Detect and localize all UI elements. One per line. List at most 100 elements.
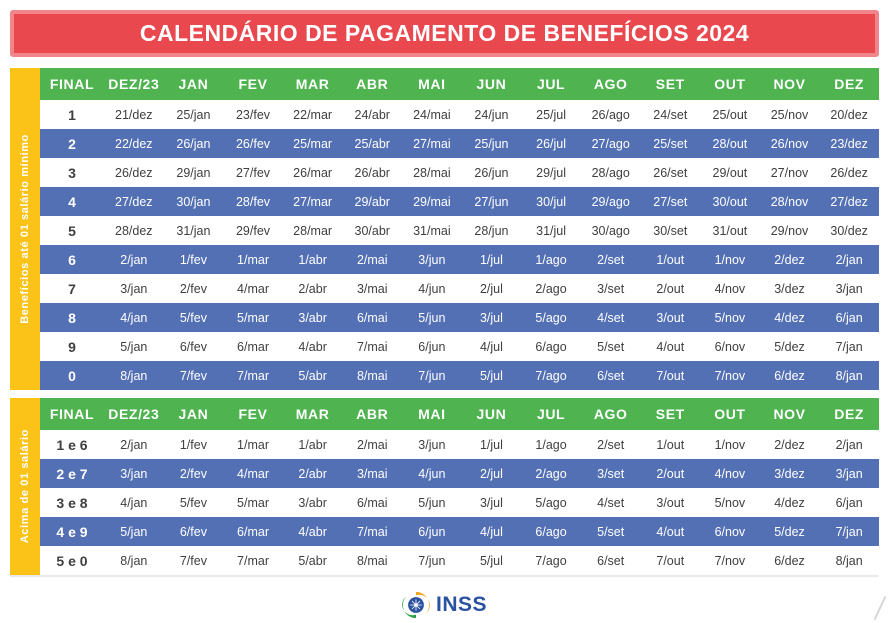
date-cell: 2/abr	[282, 274, 343, 303]
date-cell: 30/ago	[580, 216, 641, 245]
date-cell: 8/mai	[342, 546, 403, 575]
table-row: 8 4/jan 5/fev 5/mar 3/abr 6/mai 5/jun 3/jul 5/ag…	[40, 303, 879, 332]
date-cell: 6/nov	[700, 332, 760, 361]
sidebar-label: Benefícios até 01 salário mínimo	[19, 134, 31, 324]
date-cell: 22/mar	[282, 100, 343, 129]
column-header: ABR	[342, 398, 403, 430]
date-cell: 4/abr	[282, 517, 343, 546]
date-cell: 29/jan	[163, 158, 224, 187]
column-header: NOV	[759, 398, 820, 430]
date-cell: 8/mai	[342, 361, 403, 390]
column-header: JUN	[461, 68, 522, 100]
column-header: MAR	[282, 398, 343, 430]
date-cell: 3/jun	[402, 430, 462, 459]
date-cell: 8/jan	[104, 361, 164, 390]
date-cell: 29/fev	[223, 216, 283, 245]
date-cell: 5/nov	[700, 303, 760, 332]
final-cell: 2	[40, 129, 104, 158]
date-cell: 31/jan	[163, 216, 224, 245]
table-row: 4 27/dez 30/jan 28/fev 27/mar 29/abr 29/mai 27/…	[40, 187, 879, 216]
column-header: JUN	[461, 398, 522, 430]
date-cell: 5/ago	[521, 303, 581, 332]
date-cell: 28/nov	[759, 187, 820, 216]
table-row: 0 8/jan 7/fev 7/mar 5/abr 8/mai 7/jun 5/jul 7/ag…	[40, 361, 879, 390]
date-cell: 25/out	[700, 100, 760, 129]
date-cell: 7/fev	[163, 546, 224, 575]
date-cell: 2/jan	[104, 245, 164, 274]
date-cell: 5/jul	[461, 546, 522, 575]
date-cell: 2/jul	[461, 274, 522, 303]
date-cell: 3/jan	[819, 274, 879, 303]
date-cell: 2/fev	[163, 459, 224, 488]
final-cell: 4	[40, 187, 104, 216]
final-cell: 1 e 6	[40, 430, 104, 459]
final-cell: 8	[40, 303, 104, 332]
header-row: FINAL DEZ/23 JAN FEV MAR ABR MAI JUN JUL AGO SET OU…	[40, 68, 879, 100]
date-cell: 26/jul	[521, 129, 581, 158]
date-cell: 6/fev	[163, 332, 224, 361]
date-cell: 25/abr	[342, 129, 403, 158]
date-cell: 26/mar	[282, 158, 343, 187]
column-header: DEZ/23	[104, 398, 164, 430]
date-cell: 6/ago	[521, 517, 581, 546]
date-cell: 3/mai	[342, 274, 403, 303]
table-row: 9 5/jan 6/fev 6/mar 4/abr 7/mai 6/jun 4/jul 6/ag…	[40, 332, 879, 361]
column-header: OUT	[700, 398, 760, 430]
date-cell: 25/set	[640, 129, 701, 158]
date-cell: 24/set	[640, 100, 701, 129]
date-cell: 5/jun	[402, 303, 462, 332]
date-cell: 4/set	[580, 488, 641, 517]
date-cell: 2/jan	[104, 430, 164, 459]
date-cell: 26/ago	[580, 100, 641, 129]
date-cell: 5/abr	[282, 361, 343, 390]
date-cell: 2/jan	[819, 245, 879, 274]
date-cell: 2/ago	[521, 459, 581, 488]
date-cell: 5/mar	[223, 488, 283, 517]
date-cell: 21/dez	[104, 100, 164, 129]
date-cell: 20/dez	[819, 100, 879, 129]
date-cell: 2/mai	[342, 430, 403, 459]
date-cell: 6/jun	[402, 517, 462, 546]
date-cell: 24/abr	[342, 100, 403, 129]
inss-emblem-icon	[402, 591, 430, 619]
date-cell: 6/dez	[759, 546, 820, 575]
date-cell: 28/fev	[223, 187, 283, 216]
column-header: DEZ/23	[104, 68, 164, 100]
column-header: NOV	[759, 68, 820, 100]
sidebar-above-minimum: Acima de 01 salário	[10, 398, 40, 575]
date-cell: 7/jun	[402, 546, 462, 575]
date-cell: 31/mai	[402, 216, 462, 245]
table-section-above-minimum: Acima de 01 salário FINAL DEZ/23 JAN FEV MAR…	[10, 398, 879, 577]
column-header: OUT	[700, 68, 760, 100]
date-cell: 7/jan	[819, 332, 879, 361]
date-cell: 4/set	[580, 303, 641, 332]
date-cell: 2/mai	[342, 245, 403, 274]
column-header: SET	[640, 68, 701, 100]
date-cell: 3/abr	[282, 488, 343, 517]
date-cell: 7/mar	[223, 361, 283, 390]
date-cell: 2/jul	[461, 459, 522, 488]
column-header: ABR	[342, 68, 403, 100]
final-cell: 7	[40, 274, 104, 303]
column-header: JUL	[521, 398, 581, 430]
date-cell: 28/mar	[282, 216, 343, 245]
date-cell: 26/dez	[819, 158, 879, 187]
date-cell: 29/abr	[342, 187, 403, 216]
date-cell: 4/mar	[223, 274, 283, 303]
date-cell: 1/out	[640, 245, 701, 274]
date-cell: 7/jan	[819, 517, 879, 546]
final-cell: 5 e 0	[40, 546, 104, 575]
date-cell: 6/jan	[819, 303, 879, 332]
sidebar-minimum-wage: Benefícios até 01 salário mínimo	[10, 68, 40, 390]
title-banner: CALENDÁRIO DE PAGAMENTO DE BENEFÍCIOS 20…	[10, 10, 879, 57]
date-cell: 4/out	[640, 517, 701, 546]
date-cell: 4/jun	[402, 459, 462, 488]
final-cell: 5	[40, 216, 104, 245]
date-cell: 5/dez	[759, 517, 820, 546]
date-cell: 5/fev	[163, 488, 224, 517]
date-cell: 1/fev	[163, 430, 224, 459]
date-cell: 30/abr	[342, 216, 403, 245]
final-cell: 3 e 8	[40, 488, 104, 517]
date-cell: 7/jun	[402, 361, 462, 390]
date-cell: 28/ago	[580, 158, 641, 187]
